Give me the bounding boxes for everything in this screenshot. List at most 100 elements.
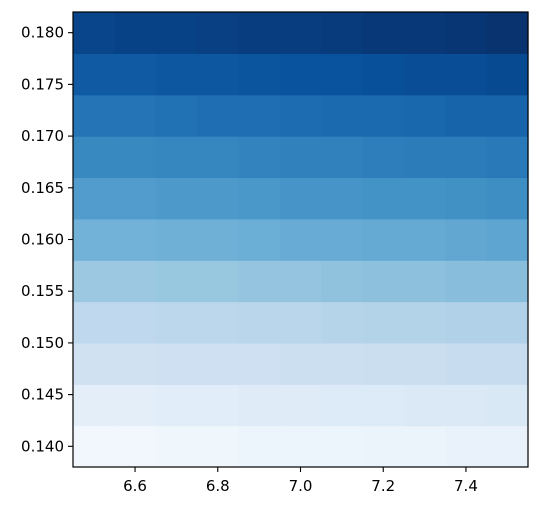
heatmap-cell <box>403 260 446 303</box>
heatmap-cell <box>155 218 198 261</box>
heatmap-cell <box>486 384 529 427</box>
heatmap-cell <box>155 136 198 179</box>
heatmap-cell <box>197 136 240 179</box>
heatmap-cell <box>197 94 240 137</box>
heatmap-cell <box>279 301 322 344</box>
heatmap-cell <box>403 218 446 261</box>
heatmap-cell <box>73 425 115 468</box>
heatmap-cell <box>279 384 322 427</box>
heatmap-cell <box>403 177 446 220</box>
heatmap-cells <box>73 12 529 468</box>
heatmap-cell <box>197 260 240 303</box>
heatmap-cell <box>279 177 322 220</box>
heatmap-cell <box>362 301 405 344</box>
heatmap-cell <box>114 218 157 261</box>
heatmap-cell <box>321 425 364 468</box>
heatmap-cell <box>321 218 364 261</box>
heatmap-cell <box>321 53 364 96</box>
heatmap-cell <box>445 218 488 261</box>
heatmap-cell <box>362 425 405 468</box>
heatmap-cell <box>279 94 322 137</box>
heatmap-cell <box>362 218 405 261</box>
heatmap-cell <box>362 94 405 137</box>
heatmap-cell <box>114 342 157 385</box>
heatmap-cell <box>486 136 529 179</box>
heatmap-cell <box>445 177 488 220</box>
heatmap-cell <box>321 12 364 54</box>
x-tick-label: 6.6 <box>123 477 147 495</box>
heatmap-cell <box>73 301 115 344</box>
heatmap-cell <box>155 53 198 96</box>
heatmap-cell <box>321 342 364 385</box>
heatmap-cell <box>114 384 157 427</box>
heatmap-cell <box>321 384 364 427</box>
heatmap-cell <box>155 94 198 137</box>
heatmap-cell <box>445 301 488 344</box>
heatmap-cell <box>321 260 364 303</box>
heatmap-cell <box>321 301 364 344</box>
heatmap-cell <box>197 12 240 54</box>
heatmap-cell <box>279 260 322 303</box>
heatmap-cell <box>238 301 281 344</box>
y-tick-label: 0.140 <box>21 437 64 455</box>
y-tick-label: 0.175 <box>21 75 64 93</box>
heatmap-cell <box>445 94 488 137</box>
heatmap-cell <box>197 177 240 220</box>
heatmap-cell <box>486 177 529 220</box>
heatmap-cell <box>362 260 405 303</box>
heatmap-cell <box>197 218 240 261</box>
heatmap-cell <box>445 425 488 468</box>
heatmap-cell <box>403 12 446 54</box>
heatmap-cell <box>362 384 405 427</box>
heatmap-cell <box>155 260 198 303</box>
heatmap-cell <box>403 425 446 468</box>
heatmap-cell <box>114 177 157 220</box>
heatmap-cell <box>486 425 529 468</box>
x-tick-label: 6.8 <box>206 477 230 495</box>
heatmap-cell <box>73 260 115 303</box>
heatmap-cell <box>73 94 115 137</box>
heatmap-cell <box>73 342 115 385</box>
heatmap-cell <box>403 136 446 179</box>
heatmap-cell <box>114 136 157 179</box>
heatmap-cell <box>486 12 529 54</box>
heatmap-cell <box>445 53 488 96</box>
heatmap-cell <box>73 136 115 179</box>
heatmap-cell <box>197 53 240 96</box>
heatmap-cell <box>403 94 446 137</box>
heatmap-cell <box>155 425 198 468</box>
heatmap-cell <box>362 177 405 220</box>
heatmap-cell <box>73 218 115 261</box>
x-tick-label: 7.0 <box>289 477 313 495</box>
heatmap-cell <box>445 342 488 385</box>
heatmap-cell <box>321 94 364 137</box>
heatmap-cell <box>114 12 157 54</box>
x-tick-label: 7.4 <box>454 477 478 495</box>
y-tick-label: 0.170 <box>21 127 64 145</box>
heatmap-cell <box>155 177 198 220</box>
heatmap-cell <box>238 53 281 96</box>
heatmap-cell <box>321 136 364 179</box>
heatmap-cell <box>445 12 488 54</box>
y-tick-label: 0.160 <box>21 231 64 249</box>
heatmap-cell <box>486 218 529 261</box>
heatmap-cell <box>238 94 281 137</box>
heatmap-cell <box>238 177 281 220</box>
heatmap-cell <box>73 177 115 220</box>
heatmap-cell <box>279 218 322 261</box>
heatmap-cell <box>114 301 157 344</box>
heatmap-cell <box>362 12 405 54</box>
heatmap-cell <box>155 301 198 344</box>
heatmap-cell <box>197 384 240 427</box>
heatmap-cell <box>197 301 240 344</box>
heatmap-cell <box>238 260 281 303</box>
heatmap-cell <box>445 260 488 303</box>
y-tick-label: 0.150 <box>21 334 64 352</box>
heatmap-cell <box>445 136 488 179</box>
heatmap-cell <box>362 136 405 179</box>
heatmap-cell <box>403 384 446 427</box>
heatmap-cell <box>238 425 281 468</box>
heatmap-cell <box>155 342 198 385</box>
heatmap-cell <box>114 94 157 137</box>
x-axis: 6.6 6.8 7.0 7.2 7.4 <box>123 467 478 495</box>
